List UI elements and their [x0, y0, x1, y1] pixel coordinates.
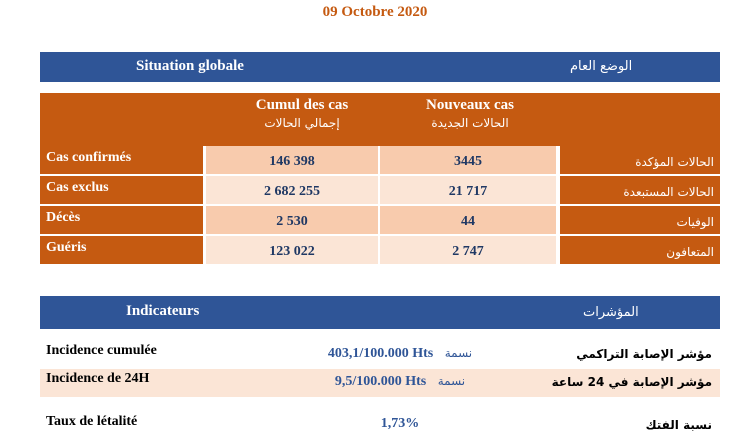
indicator-label-fr: Taux de létalité: [46, 414, 138, 429]
row-label-ar: الوفيات: [560, 206, 720, 234]
nouveaux-cell: 21 717: [380, 176, 556, 204]
indicator-row: Incidence de 24H 9,5/100.000 Hts نسمة مؤ…: [40, 369, 720, 397]
indicator-label-ar: مؤشر الإصابة التراكمي: [576, 347, 712, 361]
nouveaux-cell: 44: [380, 206, 556, 234]
indicator-value-fr: 9,5/100.000 Hts: [334, 374, 427, 389]
column-cumul-ar: إجمالي الحالات: [264, 116, 340, 130]
indicator-value: 1,73%: [280, 412, 520, 436]
row-label-fr: Guéris: [40, 236, 203, 264]
indicators-title-fr: Indicateurs: [126, 303, 200, 319]
column-nouveaux: Nouveaux cas الحالات الجديدة: [390, 96, 550, 132]
indicator-unit-ar: نسمة: [444, 346, 473, 360]
global-title-fr: Situation globale: [136, 58, 244, 74]
global-column-header: Cumul des cas إجمالي الحالات Nouveaux ca…: [40, 93, 720, 146]
indicator-label-fr: Incidence cumulée: [46, 343, 157, 358]
row-label-ar: المتعافون: [560, 236, 720, 264]
indicator-value: 403,1/100.000 Hts نسمة: [280, 341, 520, 366]
column-nouveaux-ar: الحالات الجديدة: [431, 116, 509, 130]
indicators-title-ar: المؤشرات: [583, 305, 639, 320]
cumul-cell: 2 530: [206, 206, 378, 234]
indicators-header: Indicateurs المؤشرات: [40, 296, 720, 329]
row-label-fr: Cas confirmés: [40, 146, 203, 174]
table-row: Cas exclus 2 682 255 21 717 الحالات المس…: [40, 176, 720, 204]
global-title-ar: الوضع العام: [570, 59, 633, 74]
indicator-value-fr: 403,1/100.000 Hts: [327, 346, 434, 361]
column-cumul-fr: Cumul des cas: [255, 97, 349, 113]
row-label-ar: الحالات المستبعدة: [560, 176, 720, 204]
column-cumul: Cumul des cas إجمالي الحالات: [222, 96, 382, 132]
indicator-row: Taux de létalité 1,73% نسبة الفتك: [40, 412, 720, 440]
table-row: Cas confirmés 146 398 3445 الحالات المؤك…: [40, 146, 720, 174]
row-label-fr: Cas exclus: [40, 176, 203, 204]
cumul-cell: 2 682 255: [206, 176, 378, 204]
row-label-ar: الحالات المؤكدة: [560, 146, 720, 174]
cumul-cell: 123 022: [206, 236, 378, 264]
global-situation-header: Situation globale الوضع العام: [40, 52, 720, 82]
table-row: Guéris 123 022 2 747 المتعافون: [40, 236, 720, 264]
column-nouveaux-fr: Nouveaux cas: [426, 97, 514, 113]
nouveaux-cell: 2 747: [380, 236, 556, 264]
indicator-row: Incidence cumulée 403,1/100.000 Hts نسمة…: [40, 341, 720, 369]
indicator-label-ar: مؤشر الإصابة في 24 ساعة: [551, 375, 712, 389]
indicator-label-fr: Incidence de 24H: [46, 371, 150, 386]
indicator-unit-ar: نسمة: [437, 374, 466, 388]
indicator-value-fr: 1,73%: [380, 416, 420, 431]
row-label-fr: Décès: [40, 206, 203, 234]
indicator-label-ar: نسبة الفتك: [645, 418, 712, 432]
indicator-value: 9,5/100.000 Hts نسمة: [280, 369, 520, 394]
report-date: 09 Octobre 2020: [322, 4, 428, 20]
nouveaux-cell: 3445: [380, 146, 556, 174]
table-row: Décès 2 530 44 الوفيات: [40, 206, 720, 234]
cumul-cell: 146 398: [206, 146, 378, 174]
